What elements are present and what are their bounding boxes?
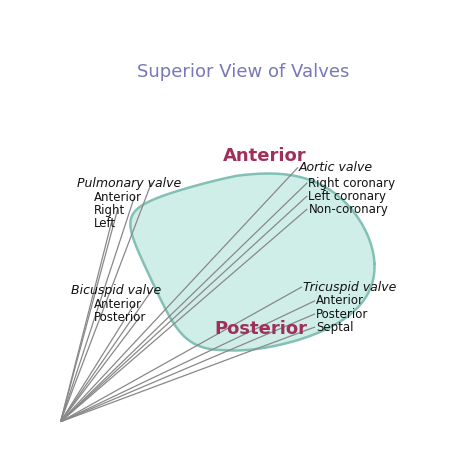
Text: Right coronary: Right coronary: [309, 177, 395, 190]
Text: Anterior: Anterior: [223, 147, 306, 165]
Text: Anterior: Anterior: [94, 298, 142, 310]
Text: Right: Right: [94, 204, 126, 217]
Text: Anterior: Anterior: [316, 294, 364, 308]
Text: Posterior: Posterior: [214, 320, 307, 338]
Text: Left coronary: Left coronary: [309, 190, 386, 203]
Text: Bicuspid valve: Bicuspid valve: [71, 284, 162, 298]
Text: Anterior: Anterior: [94, 191, 142, 203]
Text: Septal: Septal: [316, 320, 354, 334]
Text: Non-coronary: Non-coronary: [309, 203, 388, 216]
Text: Aortic valve: Aortic valve: [299, 161, 373, 174]
Polygon shape: [130, 173, 374, 350]
Text: Pulmonary valve: Pulmonary valve: [77, 177, 182, 190]
Text: Left: Left: [94, 217, 117, 230]
Text: Posterior: Posterior: [316, 308, 368, 320]
Text: Tricuspid valve: Tricuspid valve: [303, 281, 396, 293]
Text: Superior View of Valves: Superior View of Valves: [137, 63, 349, 81]
Text: Posterior: Posterior: [94, 310, 146, 324]
